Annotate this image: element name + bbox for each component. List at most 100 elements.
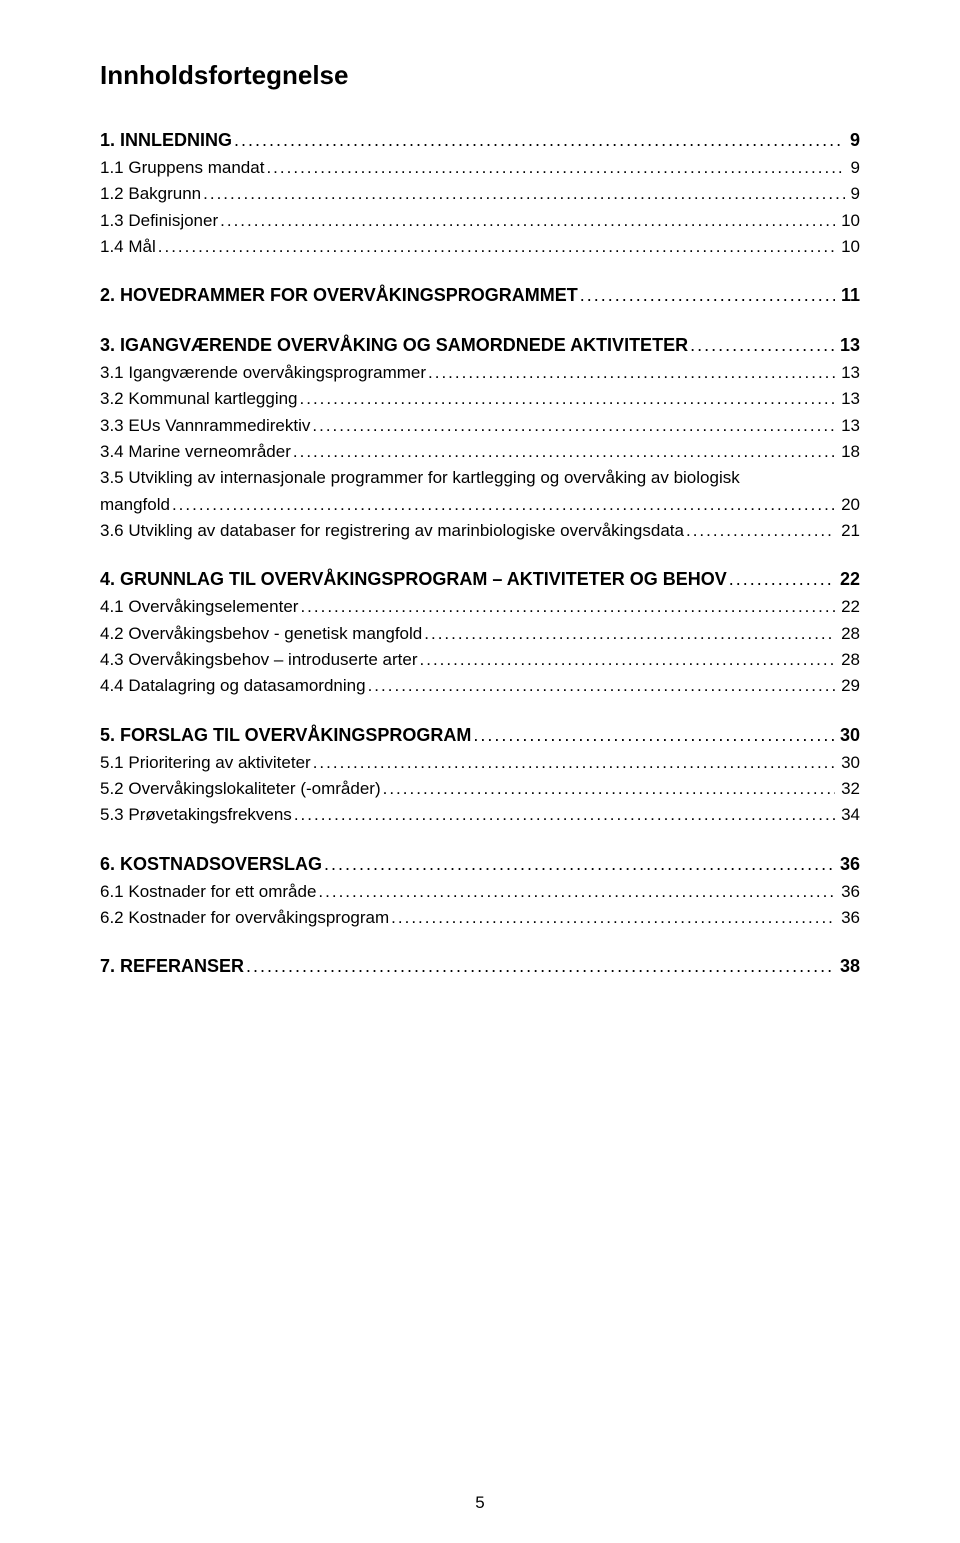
toc-dots: [312, 413, 835, 439]
toc-entry: 5.3 Prøvetakingsfrekvens 34: [100, 802, 860, 828]
toc-page: 38: [836, 953, 860, 981]
toc-heading: 6. KOSTNADSOVERSLAG 36: [100, 851, 860, 879]
toc-text-line2: mangfold 20: [100, 492, 860, 518]
toc-entry: 3.6 Utvikling av databaser for registrer…: [100, 518, 860, 544]
toc-text: 3.4 Marine verneområder: [100, 439, 291, 465]
toc-entry: 1.1 Gruppens mandat 9: [100, 155, 860, 181]
toc-text: 1.1 Gruppens mandat: [100, 155, 264, 181]
toc-dots: [300, 594, 835, 620]
toc-page: 13: [837, 386, 860, 412]
toc-entry: 6.2 Kostnader for overvåkingsprogram 36: [100, 905, 860, 931]
toc-heading: 7. REFERANSER 38: [100, 953, 860, 981]
toc-dots: [313, 750, 835, 776]
toc-page: 22: [837, 594, 860, 620]
toc-page: 29: [837, 673, 860, 699]
section-gap: [100, 829, 860, 851]
toc-dots: [686, 518, 835, 544]
toc-heading: 1. INNLEDNING9: [100, 127, 860, 155]
toc-dots: [690, 332, 834, 360]
toc-page: 34: [837, 802, 860, 828]
toc-text: 6.2 Kostnader for overvåkingsprogram: [100, 905, 389, 931]
toc-text: 3.1 Igangværende overvåkingsprogrammer: [100, 360, 426, 386]
toc-page: 36: [836, 851, 860, 879]
section-gap: [100, 260, 860, 282]
toc-entry: 4.3 Overvåkingsbehov – introduserte arte…: [100, 647, 860, 673]
toc-text: 1. INNLEDNING: [100, 127, 232, 155]
toc-dots: [473, 722, 834, 750]
toc-entry: 1.3 Definisjoner 10: [100, 208, 860, 234]
toc-entry: 1.4 Mål 10: [100, 234, 860, 260]
toc-page: 13: [836, 332, 860, 360]
toc-text: 4.3 Overvåkingsbehov – introduserte arte…: [100, 647, 418, 673]
toc-dots: [318, 879, 835, 905]
toc-dots: [294, 802, 835, 828]
toc-text: 4. GRUNNLAG TIL OVERVÅKINGSPROGRAM – AKT…: [100, 566, 727, 594]
toc-text-line1: 3.5 Utvikling av internasjonale programm…: [100, 465, 860, 491]
toc-page: 13: [837, 360, 860, 386]
toc-text: 5.1 Prioritering av aktiviteter: [100, 750, 311, 776]
toc-page: 30: [836, 722, 860, 750]
toc-text: 4.2 Overvåkingsbehov - genetisk mangfold: [100, 621, 422, 647]
toc-page: 22: [836, 566, 860, 594]
toc-entry: 4.1 Overvåkingselementer 22: [100, 594, 860, 620]
toc-heading: 3. IGANGVÆRENDE OVERVÅKING OG SAMORDNEDE…: [100, 332, 860, 360]
page-title: Innholdsfortegnelse: [100, 60, 860, 91]
toc-page: 28: [837, 621, 860, 647]
toc-text: 3.2 Kommunal kartlegging: [100, 386, 298, 412]
toc-entry: 5.2 Overvåkingslokaliteter (-områder)32: [100, 776, 860, 802]
toc-page: 9: [847, 155, 860, 181]
toc-entry: 1.2 Bakgrunn9: [100, 181, 860, 207]
toc-dots: [293, 439, 835, 465]
toc-dots: [246, 953, 834, 981]
toc-text: 5.3 Prøvetakingsfrekvens: [100, 802, 292, 828]
toc-dots: [368, 673, 836, 699]
toc-dots: [203, 181, 844, 207]
toc-text: 1.3 Definisjoner: [100, 208, 218, 234]
toc-text: mangfold: [100, 492, 170, 518]
toc-text: 2. HOVEDRAMMER FOR OVERVÅKINGSPROGRAMMET: [100, 282, 578, 310]
toc-entry: 3.4 Marine verneområder 18: [100, 439, 860, 465]
toc-text: 3.6 Utvikling av databaser for registrer…: [100, 518, 684, 544]
toc-page: 20: [837, 492, 860, 518]
toc-text: 3. IGANGVÆRENDE OVERVÅKING OG SAMORDNEDE…: [100, 332, 688, 360]
toc-page: 36: [837, 879, 860, 905]
toc-text: 1.2 Bakgrunn: [100, 181, 201, 207]
toc-page: 10: [837, 234, 860, 260]
toc-text: 4.1 Overvåkingselementer: [100, 594, 298, 620]
toc-dots: [300, 386, 836, 412]
toc-dots: [391, 905, 835, 931]
toc-page: 10: [837, 208, 860, 234]
toc-text: 5. FORSLAG TIL OVERVÅKINGSPROGRAM: [100, 722, 471, 750]
section-gap: [100, 931, 860, 953]
toc-dots: [420, 647, 836, 673]
table-of-contents: 1. INNLEDNING91.1 Gruppens mandat91.2 Ba…: [100, 127, 860, 981]
toc-heading: 4. GRUNNLAG TIL OVERVÅKINGSPROGRAM – AKT…: [100, 566, 860, 594]
toc-entry: 6.1 Kostnader for ett område36: [100, 879, 860, 905]
toc-entry: 3.1 Igangværende overvåkingsprogrammer 13: [100, 360, 860, 386]
page-number: 5: [0, 1493, 960, 1513]
section-gap: [100, 310, 860, 332]
toc-page: 18: [837, 439, 860, 465]
toc-heading: 2. HOVEDRAMMER FOR OVERVÅKINGSPROGRAMMET…: [100, 282, 860, 310]
toc-entry: 4.2 Overvåkingsbehov - genetisk mangfold…: [100, 621, 860, 647]
toc-dots: [424, 621, 835, 647]
toc-text: 1.4 Mål: [100, 234, 156, 260]
toc-heading: 5. FORSLAG TIL OVERVÅKINGSPROGRAM 30: [100, 722, 860, 750]
toc-dots: [324, 851, 834, 879]
toc-dots: [428, 360, 835, 386]
toc-text: 4.4 Datalagring og datasamordning: [100, 673, 366, 699]
toc-dots: [266, 155, 844, 181]
document-page: Innholdsfortegnelse 1. INNLEDNING91.1 Gr…: [0, 0, 960, 1543]
toc-entry: 3.3 EUs Vannrammedirektiv 13: [100, 413, 860, 439]
toc-page: 11: [837, 282, 860, 310]
toc-page: 28: [837, 647, 860, 673]
toc-dots: [383, 776, 835, 802]
toc-page: 13: [837, 413, 860, 439]
section-gap: [100, 544, 860, 566]
toc-page: 36: [837, 905, 860, 931]
toc-text: 3.3 EUs Vannrammedirektiv: [100, 413, 310, 439]
toc-text: 6. KOSTNADSOVERSLAG: [100, 851, 322, 879]
toc-text: 7. REFERANSER: [100, 953, 244, 981]
toc-dots: [158, 234, 835, 260]
toc-page: 30: [837, 750, 860, 776]
